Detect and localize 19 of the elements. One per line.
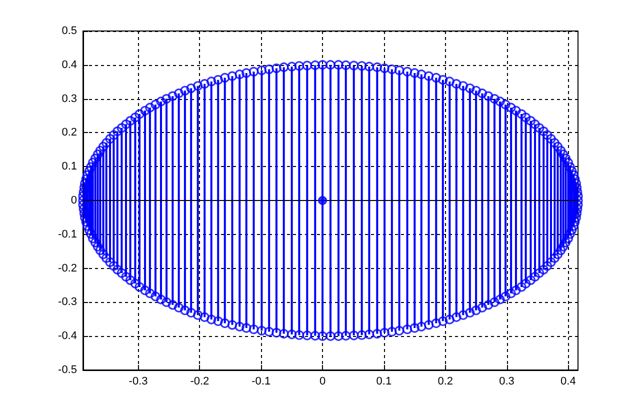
y-tick-label: -0.3 — [58, 296, 77, 308]
y-tick-label: -0.4 — [58, 330, 77, 342]
y-tick-label: 0.5 — [62, 25, 77, 37]
x-tick-label: 0.3 — [499, 376, 514, 388]
x-tick-label: 0.4 — [560, 376, 576, 388]
x-tick-label: 0 — [319, 376, 326, 388]
y-tick-label: 0.2 — [62, 126, 77, 139]
y-tick-label: 0.3 — [62, 92, 77, 105]
x-tick-label: -0.1 — [252, 376, 271, 388]
y-tick-label: 0.1 — [62, 160, 77, 173]
y-tick-label: 0.4 — [62, 58, 77, 71]
x-tick-label: -0.3 — [128, 376, 148, 388]
x-tick-label: 0.2 — [438, 376, 453, 388]
x-tick-label: 0.1 — [376, 376, 392, 388]
y-tick-label: -0.5 — [58, 364, 77, 376]
x-tick-label: -0.2 — [190, 376, 210, 388]
y-tick-label: 0 — [70, 194, 77, 206]
y-tick-label: -0.1 — [58, 228, 77, 240]
y-tick-label: -0.2 — [58, 262, 77, 274]
